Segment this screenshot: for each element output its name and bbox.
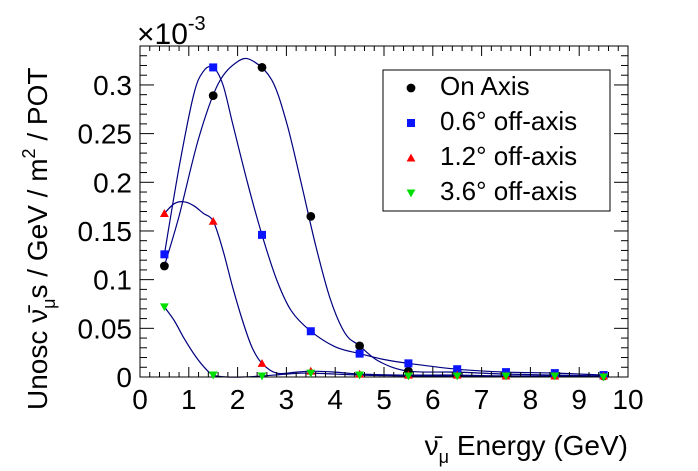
legend: On Axis 0.6° off-axis 1.2° off-axis 3.6°… [382,69,611,212]
data-point [355,341,364,351]
data-point [160,209,169,217]
data-point [550,372,560,381]
fit-curve-1 [163,65,604,376]
data-point [208,371,218,380]
data-point [306,327,315,336]
legend-label-3p6-off-axis: 3.6° off-axis [440,176,577,206]
y-exponent: ×10-3 [137,13,206,51]
y-tick-label: 0.25 [78,119,133,150]
data-point [404,359,413,368]
y-tick-labels: 0 0.05 0.1 0.15 0.2 0.25 0.3 [78,70,133,393]
x-tick-label: 3 [279,384,295,415]
x-tick-labels: 0 1 2 3 4 5 6 7 8 9 10 [132,384,643,415]
data-point [257,63,267,72]
x-axis-label: ν̄μ Energy (GeV) [425,430,628,467]
axis-ticks [139,45,629,378]
data-point [355,371,364,380]
legend-label-1p2-off-axis: 1.2° off-axis [440,141,577,171]
legend-marker [406,153,416,162]
data-point [208,91,218,101]
x-tick-label: 0 [132,384,148,415]
x-tick-label: 4 [327,384,343,415]
data-point [501,372,511,381]
fit-curve-2 [163,201,604,377]
y-tick-label: 0.05 [78,313,133,344]
x-tick-label: 1 [181,384,197,415]
y-tick-label: 0.15 [78,216,133,247]
legend-label-0p6-off-axis: 0.6° off-axis [440,106,577,136]
x-tick-label: 5 [376,384,392,415]
data-point [453,365,462,374]
x-tick-label: 2 [230,384,246,415]
y-tick-label: 0 [116,362,132,393]
data-point [306,211,316,221]
legend-label-on-axis: On Axis [440,71,530,101]
y-axis-label: Unosc ν̄μs / GeV / m2 / POT [19,68,59,410]
legend-marker [406,189,416,198]
data-point [160,261,169,271]
y-tick-label: 0.3 [93,70,132,101]
fit-curve-3 [163,306,604,378]
data-point [257,372,267,381]
x-tick-label: 7 [474,384,490,415]
data-point [257,358,267,367]
data-point [599,373,608,382]
x-tick-label: 10 [612,384,643,415]
legend-marker [406,83,416,93]
data-point [452,372,462,381]
data-point [306,369,316,378]
data-point [208,216,218,225]
x-tick-label: 9 [571,384,587,415]
data-point [160,250,169,259]
data-point [160,303,169,312]
data-point [355,349,364,358]
y-tick-label: 0.2 [93,167,132,198]
legend-marker [407,119,415,127]
data-point [258,230,266,239]
data-markers [160,63,608,382]
legend-markers [406,83,416,198]
data-point [209,63,218,72]
data-point [404,372,413,381]
x-tick-label: 6 [425,384,441,415]
x-tick-label: 8 [523,384,539,415]
legend-box [382,69,611,212]
y-tick-label: 0.1 [93,265,132,296]
